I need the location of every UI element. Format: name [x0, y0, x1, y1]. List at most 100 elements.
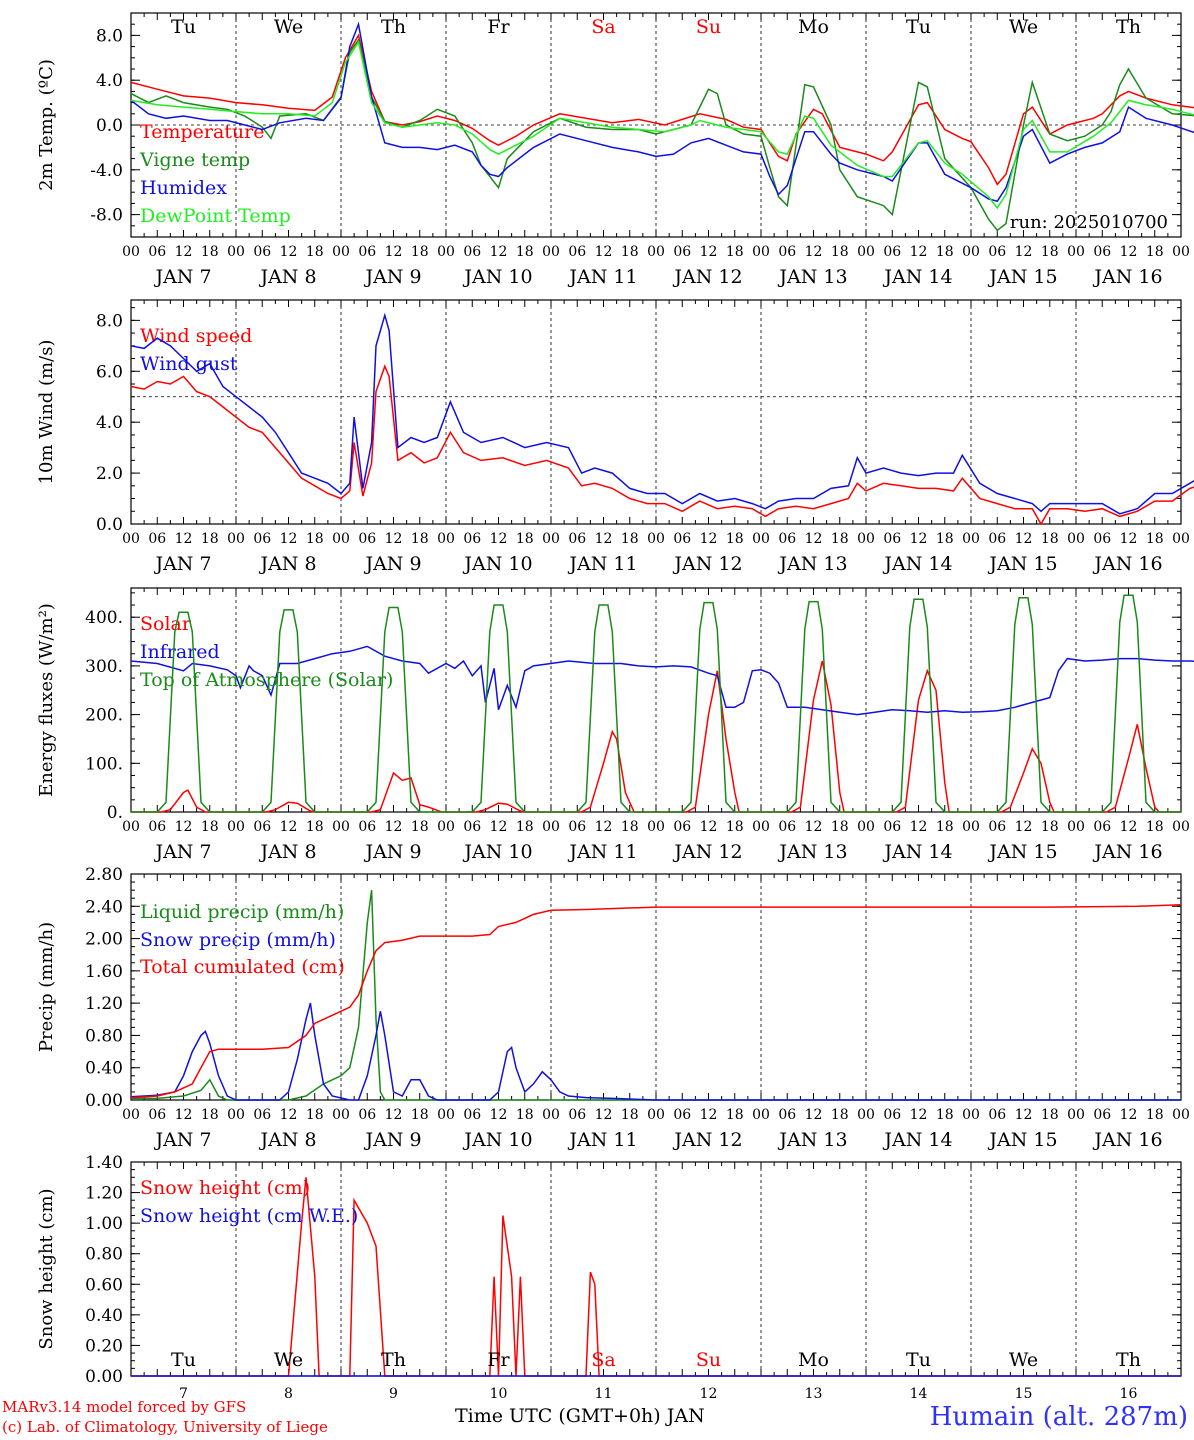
hour-tick-label: 18 — [726, 819, 744, 835]
weekday-label: Tu — [171, 1349, 196, 1371]
y-tick-label: 100. — [85, 754, 123, 774]
hour-tick-label: 06 — [673, 1107, 691, 1123]
series-line-red — [130, 33, 1194, 186]
hour-tick-label: 06 — [568, 819, 586, 835]
y-tick-label: 4.0 — [96, 413, 123, 433]
y-tick-label: 0.0 — [96, 116, 123, 136]
hour-tick-label: 12 — [910, 531, 928, 547]
hour-tick-label: 00 — [1172, 819, 1190, 835]
hour-tick-label: 00 — [332, 1107, 350, 1123]
date-label: JAN 9 — [363, 266, 421, 288]
y-tick-label: 0.80 — [85, 1026, 123, 1046]
weekday-label: We — [274, 1349, 303, 1371]
y-tick-label: 0.20 — [85, 1336, 123, 1356]
hour-tick-label: 18 — [516, 819, 534, 835]
hour-tick-label: 12 — [1015, 819, 1033, 835]
date-label: JAN 15 — [987, 553, 1057, 575]
hour-tick-label: 12 — [385, 531, 403, 547]
legend-entry: Total cumulated (cm) — [140, 956, 345, 978]
date-label: JAN 13 — [777, 1129, 847, 1151]
weekday-label: Fr — [487, 1349, 510, 1371]
hour-tick-label: 06 — [148, 1107, 166, 1123]
hour-tick-label: 18 — [621, 244, 639, 260]
date-label: JAN 13 — [777, 266, 847, 288]
hour-tick-label: 00 — [857, 819, 875, 835]
hour-tick-label: 18 — [201, 819, 219, 835]
hour-tick-label: 18 — [306, 1107, 324, 1123]
y-tick-label: 0.80 — [85, 1245, 123, 1265]
y-axis-label: Energy fluxes (W/m²) — [36, 603, 57, 797]
weekday-label: We — [274, 16, 303, 38]
hour-tick-label: 00 — [962, 819, 980, 835]
hour-tick-label: 06 — [463, 244, 481, 260]
legend-entry: Snow height (cm) — [140, 1177, 310, 1199]
y-axis-label: 10m Wind (m/s) — [36, 340, 57, 485]
day-number-label: 7 — [179, 1386, 188, 1402]
hour-tick-label: 12 — [1015, 531, 1033, 547]
y-tick-label: 2.80 — [85, 865, 123, 885]
hour-tick-label: 06 — [253, 1107, 271, 1123]
date-label: JAN 14 — [882, 266, 952, 288]
hour-tick-label: 06 — [778, 819, 796, 835]
hour-tick-label: 12 — [280, 244, 298, 260]
y-tick-label: 6.0 — [96, 362, 123, 382]
hour-tick-label: 06 — [988, 531, 1006, 547]
weekday-label: We — [1009, 16, 1038, 38]
y-tick-label: 1.00 — [85, 1214, 123, 1234]
hour-tick-label: 00 — [857, 1107, 875, 1123]
hour-tick-label: 18 — [306, 819, 324, 835]
series-line-red — [131, 660, 1181, 813]
hour-tick-label: 12 — [805, 819, 823, 835]
hour-tick-label: 06 — [253, 819, 271, 835]
hour-tick-label: 12 — [805, 244, 823, 260]
hour-tick-label: 12 — [280, 1107, 298, 1123]
date-label: JAN 12 — [672, 266, 742, 288]
hour-tick-label: 12 — [385, 819, 403, 835]
y-tick-label: -8.0 — [90, 206, 123, 226]
weekday-label: Tu — [906, 1349, 931, 1371]
day-number-label: 15 — [1015, 1386, 1033, 1402]
date-label: JAN 8 — [258, 1129, 316, 1151]
hour-tick-label: 00 — [437, 1107, 455, 1123]
date-label: JAN 9 — [363, 841, 421, 863]
date-label: JAN 9 — [363, 553, 421, 575]
hour-tick-label: 00 — [752, 819, 770, 835]
weekday-label: Sa — [591, 1349, 615, 1371]
hour-tick-label: 00 — [647, 531, 665, 547]
y-tick-label: 300. — [85, 657, 123, 677]
series-line-red — [131, 1177, 1181, 1377]
hour-tick-label: 00 — [962, 531, 980, 547]
hour-tick-label: 00 — [1172, 244, 1190, 260]
hour-tick-label: 00 — [1067, 244, 1085, 260]
hour-tick-label: 12 — [1015, 244, 1033, 260]
hour-tick-label: 18 — [831, 531, 849, 547]
y-tick-label: 0.40 — [85, 1059, 123, 1079]
hour-tick-label: 06 — [463, 819, 481, 835]
hour-tick-label: 12 — [805, 1107, 823, 1123]
day-number-label: 8 — [284, 1386, 293, 1402]
date-label: JAN 7 — [153, 841, 211, 863]
legend-entry: Vigne temp — [139, 149, 250, 171]
hour-tick-label: 12 — [175, 1107, 193, 1123]
hour-tick-label: 12 — [910, 244, 928, 260]
weekday-label: Sa — [591, 16, 615, 38]
hour-tick-label: 06 — [778, 531, 796, 547]
date-label: JAN 8 — [258, 553, 316, 575]
hour-tick-label: 18 — [936, 244, 954, 260]
y-axis-label: 2m Temp. (ºC) — [36, 59, 57, 191]
date-label: JAN 9 — [363, 1129, 421, 1151]
hour-tick-label: 18 — [306, 531, 324, 547]
weekday-label: Th — [1116, 1349, 1141, 1371]
date-label: JAN 16 — [1092, 1129, 1162, 1151]
y-tick-label: 400. — [85, 608, 123, 628]
hour-tick-label: 06 — [148, 244, 166, 260]
hour-tick-label: 00 — [647, 1107, 665, 1123]
hour-tick-label: 06 — [673, 244, 691, 260]
hour-tick-label: 06 — [1093, 1107, 1111, 1123]
hour-tick-label: 06 — [253, 244, 271, 260]
hour-tick-label: 00 — [437, 531, 455, 547]
y-tick-label: 1.40 — [85, 1153, 123, 1173]
y-tick-label: 2.00 — [85, 930, 123, 950]
date-label: JAN 11 — [567, 841, 637, 863]
hour-tick-label: 06 — [883, 531, 901, 547]
